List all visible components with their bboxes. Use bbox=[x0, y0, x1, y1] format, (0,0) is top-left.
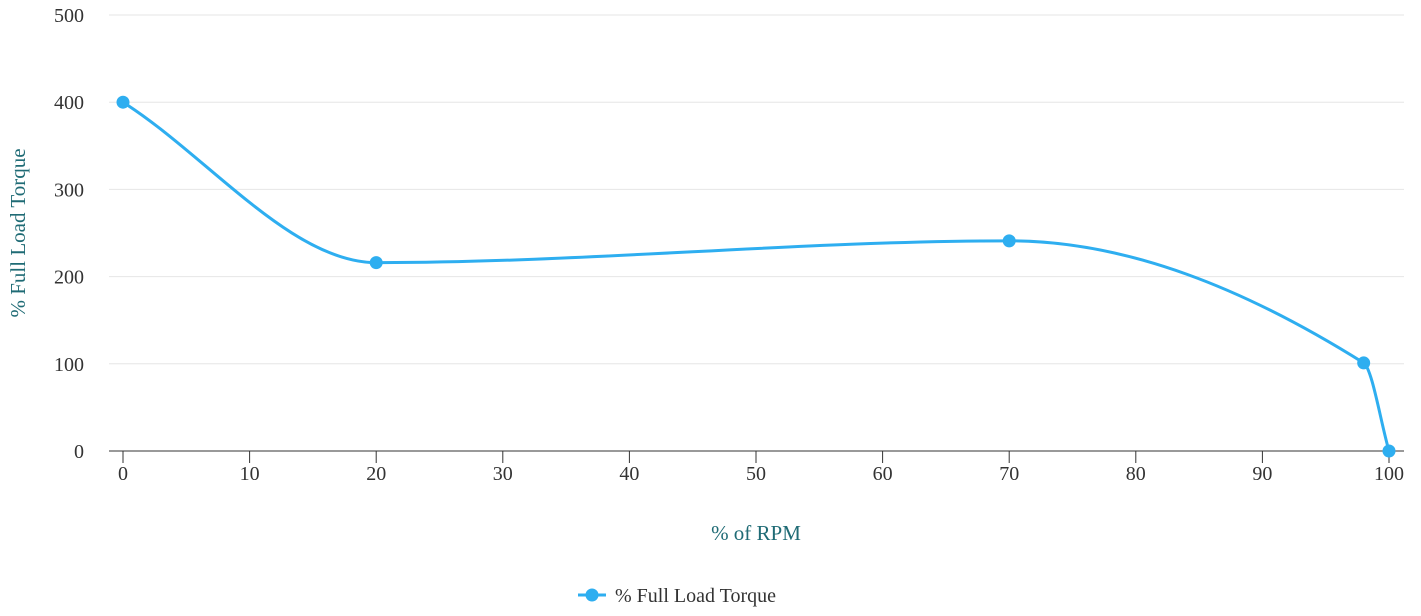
axis-titles: % of RPM % Full Load Torque bbox=[6, 148, 801, 545]
data-point bbox=[1002, 234, 1016, 248]
x-tick-label: 30 bbox=[493, 463, 513, 485]
x-tick-label: 20 bbox=[366, 463, 386, 485]
legend-label: % Full Load Torque bbox=[615, 585, 776, 607]
y-tick-label: 200 bbox=[54, 267, 84, 289]
x-tick-label: 90 bbox=[1252, 463, 1272, 485]
axes: 0 100 200 300 400 500 0 10 20 30 40 50 60 70 80 90 100 bbox=[54, 5, 1404, 485]
y-tick-label: 100 bbox=[54, 354, 84, 376]
y-axis-title: % Full Load Torque bbox=[6, 148, 30, 317]
x-tick-label: 40 bbox=[619, 463, 639, 485]
series-line bbox=[121, 100, 1391, 453]
y-tick-label: 0 bbox=[74, 441, 84, 463]
y-tick-label: 300 bbox=[54, 179, 84, 201]
data-point bbox=[1382, 444, 1396, 458]
series-layer bbox=[116, 95, 1396, 458]
data-point bbox=[369, 256, 383, 270]
x-axis-title: % of RPM bbox=[711, 521, 801, 545]
x-tick-label: 100 bbox=[1374, 463, 1404, 485]
y-tick-label: 400 bbox=[54, 92, 84, 114]
gridlines bbox=[109, 14, 1404, 365]
x-tick-label: 10 bbox=[240, 463, 260, 485]
data-point bbox=[1357, 356, 1371, 370]
data-point bbox=[116, 95, 130, 109]
x-tick-label: 50 bbox=[746, 463, 766, 485]
x-tick-label: 70 bbox=[999, 463, 1019, 485]
legend[interactable]: % Full Load Torque bbox=[578, 585, 776, 607]
x-tick-label: 60 bbox=[873, 463, 893, 485]
legend-marker-icon bbox=[585, 588, 599, 602]
y-tick-label: 500 bbox=[54, 5, 84, 27]
x-tick-label: 0 bbox=[118, 463, 128, 485]
x-tick-label: 80 bbox=[1126, 463, 1146, 485]
